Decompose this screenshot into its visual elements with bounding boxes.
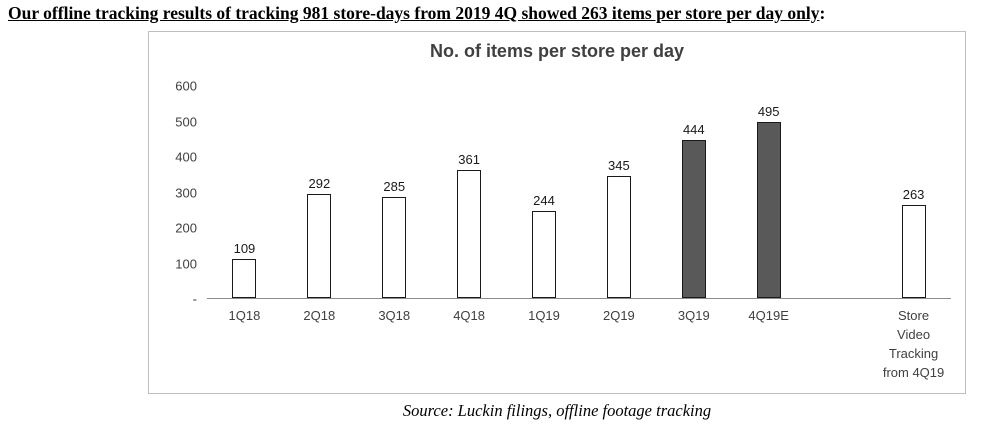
page-heading: Our offline tracking results of tracking… bbox=[8, 3, 825, 24]
source-note: Source: Luckin filings, offline footage … bbox=[402, 401, 712, 420]
y-axis-tick-label: 300 bbox=[175, 185, 197, 200]
bar-column: 109 1Q18 bbox=[207, 86, 282, 323]
bar-column: 444 3Q19 bbox=[656, 86, 731, 323]
x-axis-category-label: 1Q19 bbox=[528, 308, 560, 323]
x-axis-category-label: 2Q18 bbox=[303, 308, 336, 323]
y-axis-tick-label: 600 bbox=[175, 78, 197, 94]
x-axis-category-label: 4Q18 bbox=[453, 308, 486, 323]
y-axis-tick-label: 200 bbox=[175, 220, 197, 236]
y-axis-tick-label: 500 bbox=[175, 114, 197, 129]
bar-column: 292 2Q18 bbox=[282, 86, 357, 323]
x-axis-category-label: 3Q19 bbox=[677, 308, 710, 323]
bar-4 bbox=[457, 169, 482, 298]
plot-area: 109 1Q18 292 2Q18 285 3Q18 361 4Q18 244 1Q19 345 2Q… bbox=[207, 86, 951, 380]
bar-column: 361 4Q18 bbox=[432, 86, 507, 323]
heading-colon: : bbox=[819, 3, 826, 23]
bar-3 bbox=[382, 196, 407, 298]
bar-9 bbox=[901, 204, 926, 298]
x-axis-category-label: 4Q19E bbox=[748, 308, 789, 323]
x-axis-category-label: 3Q18 bbox=[378, 308, 411, 323]
bar-5 bbox=[532, 211, 556, 298]
y-axis: 600 500 400 300 200 100 - bbox=[159, 80, 207, 306]
bar-column: 495 4Q19E bbox=[731, 86, 806, 323]
y-axis-tick-label: 400 bbox=[175, 149, 197, 165]
bar-2 bbox=[307, 194, 332, 298]
bar-6 bbox=[606, 175, 631, 298]
bar-value-label: 292 bbox=[308, 176, 331, 192]
y-axis-tick-label: - bbox=[192, 291, 197, 307]
bar-1 bbox=[232, 259, 257, 298]
bar-column: 345 2Q19 bbox=[581, 86, 656, 323]
x-axis-category-label: Store Video Tracking from 4Q19 bbox=[882, 308, 945, 380]
chart-title: No. of items per store per day bbox=[429, 41, 685, 61]
x-axis-category-label: 1Q18 bbox=[228, 308, 261, 323]
bar-7 bbox=[681, 140, 706, 298]
bar-value-label: 345 bbox=[608, 157, 630, 173]
bar-value-label: 285 bbox=[383, 178, 406, 194]
bar-value-label: 361 bbox=[458, 151, 480, 167]
bar-column: 244 1Q19 bbox=[507, 86, 582, 323]
heading-text: Our offline tracking results of tracking… bbox=[8, 3, 820, 23]
bar-value-label: 109 bbox=[233, 241, 256, 257]
bar-value-label: 495 bbox=[757, 104, 780, 120]
chart-body: 600 500 400 300 200 100 - 109 1Q18 292 2Q18 285 3Q1… bbox=[159, 80, 951, 380]
bar-value-label: 263 bbox=[902, 186, 925, 202]
bar-value-label: 444 bbox=[682, 122, 705, 138]
bar-column: 285 3Q18 bbox=[357, 86, 432, 323]
bar-column: 263 Store Video Tracking from 4Q19 bbox=[876, 86, 951, 380]
y-axis-tick-label: 100 bbox=[175, 256, 197, 271]
bar-value-label: 244 bbox=[533, 193, 555, 209]
x-axis-category-label: 2Q19 bbox=[602, 308, 635, 323]
chart-container: No. of items per store per day 600 500 400… bbox=[148, 31, 966, 394]
bar-8 bbox=[756, 122, 781, 298]
